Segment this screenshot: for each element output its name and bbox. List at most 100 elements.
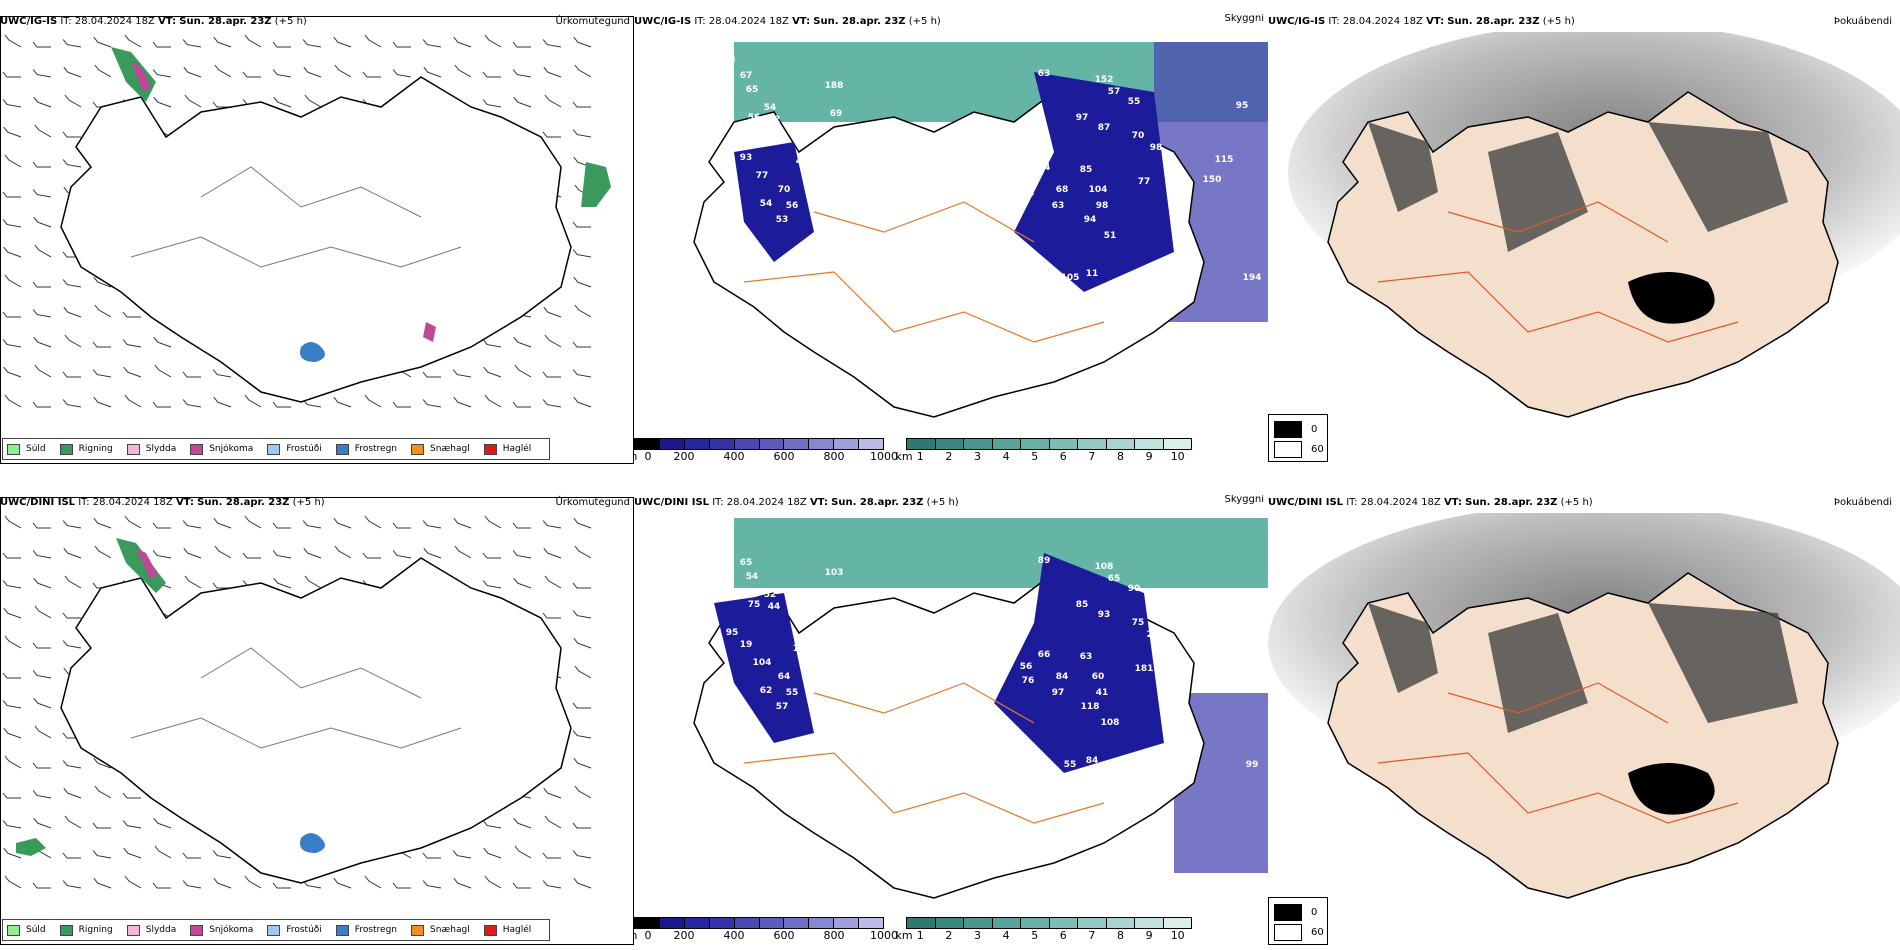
visibility-value: 60 (1092, 672, 1105, 682)
visibility-value: 56 (748, 113, 761, 123)
wind-barb (572, 582, 591, 589)
wind-barb (153, 96, 172, 108)
wind-barb (212, 101, 231, 108)
wind-barb (242, 71, 261, 78)
wind-barb (123, 847, 142, 859)
colorbar-unit: km (895, 450, 913, 463)
cloud-panel-row1: UWC/IG-IS IT: 28.04.2024 18Z VT: Sun. 28… (1268, 14, 1900, 464)
wind-barb (273, 96, 292, 108)
visibility-value: 91 (830, 596, 843, 606)
wind-barb (64, 94, 82, 108)
legend-swatch (59, 443, 73, 455)
colorbar-segment (992, 918, 1021, 928)
visibility-value: 82 (1168, 165, 1181, 175)
colorbar-tick-label: 600 (773, 450, 795, 463)
wind-barb (33, 216, 52, 228)
visibility-value: 65 (1108, 574, 1121, 584)
wind-barb (544, 815, 562, 829)
wind-barb (34, 725, 52, 739)
colorbar-tick-label: 4 (1002, 450, 1010, 463)
colorbar-tick-label: 0 (644, 450, 652, 463)
visibility-value: 97 (1052, 688, 1065, 698)
wind-barb (453, 36, 472, 48)
wind-barb (512, 550, 532, 559)
coastline (60, 76, 572, 403)
road-network (130, 166, 462, 268)
colorbar-segment (935, 918, 964, 928)
precip-legend-item: Haglél (483, 443, 531, 455)
wind-barb (33, 817, 52, 829)
wind-barb (2, 219, 22, 228)
wind-barb (2, 191, 21, 198)
colorbar-segment (1163, 439, 1191, 449)
vt-label: VT: (158, 16, 177, 27)
wind-barb (2, 700, 22, 709)
wind-barb (542, 39, 562, 48)
wind-barb (572, 101, 591, 108)
wind-barb (482, 71, 501, 78)
visibility-value: 55 (1128, 97, 1141, 107)
wind-barb (513, 817, 532, 829)
wind-barb (303, 547, 322, 559)
visibility-value: 64 (778, 672, 791, 682)
wind-barb (453, 517, 472, 529)
colorbar-segment (709, 439, 735, 449)
wind-barb (364, 394, 382, 408)
colorbar-tick-label: 10 (1170, 450, 1185, 463)
colorbar-segment (1021, 918, 1050, 928)
visibility-value: 38 (938, 353, 951, 363)
wind-barb (62, 39, 82, 48)
wind-barb (512, 882, 531, 889)
visibility-value: 51 (1104, 231, 1117, 241)
precip-area-rigning-east (581, 162, 611, 207)
cloud-legend: 0 60 (1268, 414, 1328, 462)
wind-barb (2, 580, 22, 589)
wind-barb (152, 550, 172, 559)
visibility-value: 95 (726, 628, 739, 638)
wind-barb (482, 580, 502, 589)
wind-barb (212, 850, 232, 859)
low-vis-west (714, 593, 814, 743)
colorbar-segment (759, 439, 785, 449)
wind-barb (63, 787, 82, 799)
wind-barb (154, 845, 172, 859)
legend-swatch (126, 924, 140, 936)
wind-barb (34, 244, 52, 258)
visibility-value: 87 (1098, 123, 1111, 133)
colorbar-segment (834, 439, 860, 449)
precip-area-rigning-west (16, 838, 46, 856)
wind-barb (33, 577, 52, 589)
model-name: UWC/IG-IS (0, 16, 58, 27)
visibility-value: 84 (1056, 672, 1069, 682)
precip-legend-item: Frostregn (335, 443, 397, 455)
wind-barb (2, 71, 21, 78)
vt-label: VT: (1443, 497, 1462, 508)
wind-barb (122, 311, 141, 318)
visibility-value: 208 (1147, 630, 1166, 640)
visibility-value: 77 (756, 171, 769, 181)
wind-barb (123, 366, 142, 378)
wind-barb (514, 845, 532, 859)
visibility-value: 104 (1089, 185, 1108, 195)
wind-barb (272, 522, 291, 529)
precip-header-row2: UWC/DINI ISL IT: 28.04.2024 18Z VT: Sun.… (0, 495, 634, 511)
wind-barb (572, 221, 591, 228)
visibility-value: 152 (1095, 75, 1114, 85)
visibility-value: 57 (776, 702, 789, 712)
precip-legend-item: Frostregn (335, 924, 397, 936)
wind-barb (33, 336, 52, 348)
legend-label: Snæhagl (430, 444, 470, 454)
wind-barb (213, 517, 232, 529)
wind-barb (93, 757, 112, 769)
wind-barb (272, 550, 292, 559)
wind-barb (574, 64, 592, 78)
wind-barb (2, 792, 21, 799)
model-name: UWC/DINI ISL (0, 497, 76, 508)
colorbar-tick-label: 200 (673, 929, 695, 942)
precip-legend: Súld Rigning Slydda Snjókoma Frostúði Frostre… (2, 438, 551, 460)
legend-swatch (267, 924, 281, 936)
lead-time: (+5 h) (908, 16, 941, 27)
